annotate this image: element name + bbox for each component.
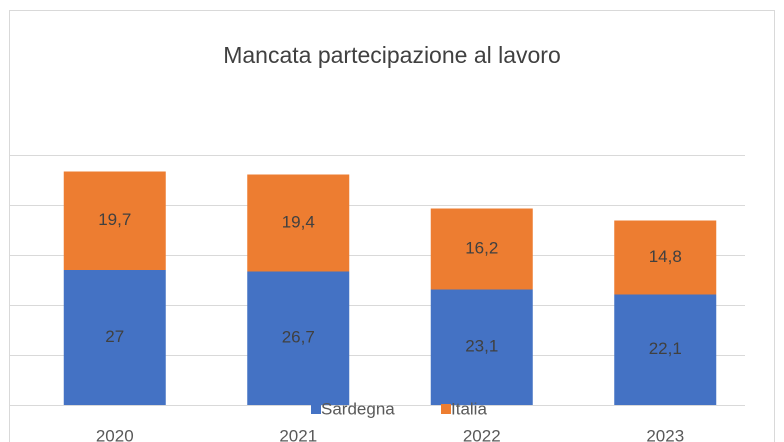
data-label: 14,8 xyxy=(649,247,682,266)
x-tick-label: 2020 xyxy=(96,426,134,442)
data-label: 23,1 xyxy=(465,337,498,356)
legend-swatch xyxy=(441,404,451,414)
x-tick-label: 2022 xyxy=(463,426,501,442)
data-label: 26,7 xyxy=(282,328,315,347)
legend-label: Italia xyxy=(451,399,487,418)
bar-segment xyxy=(430,208,533,290)
bar-segment xyxy=(63,171,166,270)
legend-label: Sardegna xyxy=(321,399,395,418)
data-label: 22,1 xyxy=(649,339,682,358)
data-label: 16,2 xyxy=(465,238,498,257)
chart-title: Mancata partecipazione al lavoro xyxy=(223,42,561,68)
bar-segment xyxy=(247,174,350,272)
bar-segment xyxy=(247,271,350,405)
bar-segment xyxy=(63,270,166,405)
bar-segment xyxy=(614,220,717,295)
data-label: 19,4 xyxy=(282,212,315,231)
bar-segment xyxy=(614,294,717,405)
x-tick-label: 2021 xyxy=(279,426,317,442)
x-tick-label: 2023 xyxy=(646,426,684,442)
legend-swatch xyxy=(311,404,321,414)
bar-segment xyxy=(430,289,533,405)
data-label: 27 xyxy=(105,327,124,346)
data-label: 19,7 xyxy=(98,210,131,229)
